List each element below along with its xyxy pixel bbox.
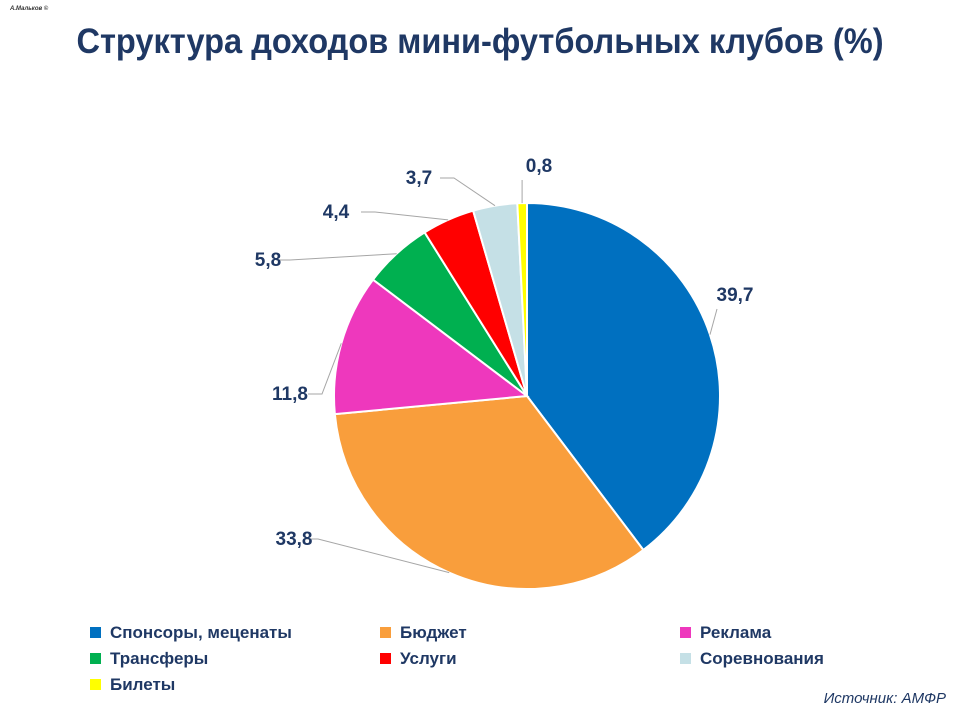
legend-label: Билеты bbox=[110, 674, 176, 694]
leader-line bbox=[440, 177, 496, 207]
legend-swatch bbox=[380, 653, 391, 664]
data-label: 4,4 bbox=[323, 202, 350, 223]
legend-item-transfers: Трансферы bbox=[90, 648, 380, 669]
leader-line bbox=[304, 538, 450, 574]
legend-item-sponsors: Спонсоры, меценаты bbox=[90, 622, 380, 643]
author-mark: А.Мальков © bbox=[10, 6, 49, 12]
legend-label: Трансферы bbox=[110, 648, 209, 668]
pie-slice bbox=[333, 394, 645, 590]
pie-slice bbox=[333, 278, 530, 416]
data-label: 39,7 bbox=[717, 285, 754, 306]
legend-label: Бюджет bbox=[400, 622, 467, 642]
chart-legend: Спонсоры, меценаты Бюджет Реклама Трансф… bbox=[90, 622, 870, 695]
chart-title: Структура доходов мини-футбольных клубов… bbox=[76, 22, 884, 61]
legend-label: Реклама bbox=[700, 622, 772, 642]
data-label: 0,8 bbox=[526, 156, 552, 177]
legend-swatch bbox=[680, 653, 691, 664]
legend-item-budget: Бюджет bbox=[380, 622, 680, 643]
legend-swatch bbox=[380, 627, 391, 638]
legend-label: Спонсоры, меценаты bbox=[110, 622, 292, 642]
leader-line bbox=[308, 343, 342, 395]
leader-line bbox=[361, 211, 449, 221]
legend-label: Услуги bbox=[400, 648, 457, 668]
legend-swatch bbox=[90, 679, 101, 690]
legend-item-services: Услуги bbox=[380, 648, 680, 669]
legend-item-advertising: Реклама bbox=[680, 622, 870, 643]
legend-swatch bbox=[90, 653, 101, 664]
source-note: Источник: АМФР bbox=[823, 690, 946, 707]
pie-chart: 39,7 33,8 11,8 5,8 4,4 3,7 0,8 bbox=[255, 156, 754, 590]
legend-label: Соревнования bbox=[700, 648, 824, 668]
data-label: 5,8 bbox=[255, 250, 281, 271]
data-label: 3,7 bbox=[406, 168, 432, 189]
legend-item-competitions: Соревнования bbox=[680, 648, 870, 669]
data-label: 11,8 bbox=[272, 384, 308, 405]
leader-line bbox=[276, 253, 397, 261]
data-label: 33,8 bbox=[276, 529, 313, 550]
legend-swatch bbox=[680, 627, 691, 638]
legend-item-tickets: Билеты bbox=[90, 674, 380, 695]
legend-swatch bbox=[90, 627, 101, 638]
pie-slice bbox=[526, 201, 721, 552]
leader-line bbox=[709, 308, 718, 335]
